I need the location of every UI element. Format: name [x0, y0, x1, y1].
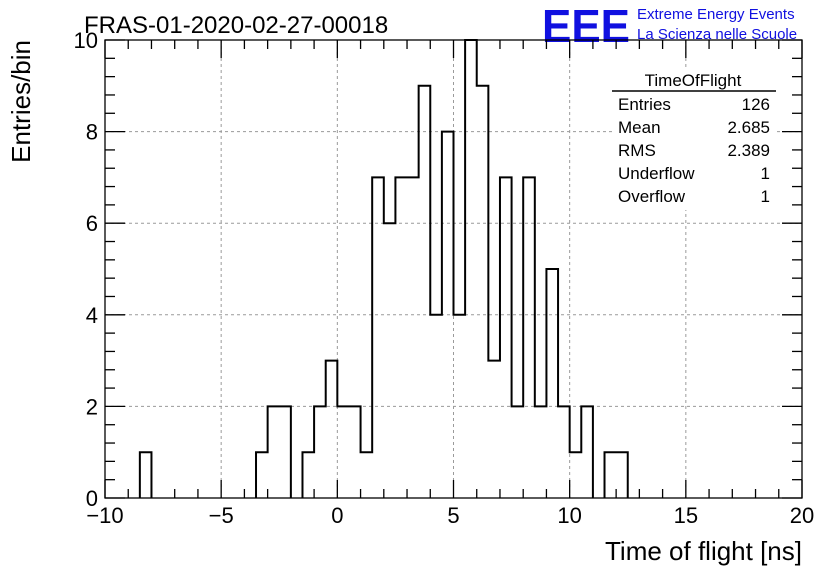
histogram-bin: [395, 177, 407, 498]
stats-value: 2.685: [727, 118, 770, 137]
histogram-bin: [523, 177, 535, 498]
histogram-bin: [349, 406, 361, 498]
y-tick-label: 4: [86, 303, 98, 328]
axis-ticks: [104, 39, 803, 499]
histogram-bin: [314, 406, 326, 498]
stats-label: Underflow: [618, 164, 695, 183]
histogram-bin: [256, 452, 268, 498]
stats-value: 1: [761, 164, 770, 183]
histogram-bin: [488, 361, 500, 498]
histogram-bin: [616, 452, 628, 498]
logo-mark: EEE: [542, 0, 630, 52]
y-axis-label: Entries/bin: [6, 40, 36, 163]
histogram-bin: [477, 86, 489, 498]
histogram-bin: [407, 177, 419, 498]
stats-value: 2.389: [727, 141, 770, 160]
stats-label: Entries: [618, 95, 671, 114]
chart-title: FRAS-01-2020-02-27-00018: [84, 12, 388, 39]
histogram-bin: [302, 452, 314, 498]
histogram-bin: [442, 132, 454, 498]
histogram-bin: [337, 406, 349, 498]
histogram-bin: [546, 269, 558, 498]
histogram-bin: [512, 406, 524, 498]
y-tick-label: 0: [86, 486, 98, 511]
histogram-bin: [326, 361, 338, 498]
histogram-bin: [279, 406, 291, 498]
x-tick-label: 20: [790, 503, 814, 528]
histogram-bin: [570, 452, 582, 498]
histogram-outline: [138, 39, 629, 498]
histogram-series: [138, 39, 629, 498]
x-tick-labels: −10 −5 0 5 10 15 20: [86, 503, 814, 528]
histogram-bin: [140, 452, 152, 498]
x-tick-label: −5: [209, 503, 234, 528]
stats-value: 1: [761, 187, 770, 206]
histogram-bin: [535, 406, 547, 498]
y-tick-label: 6: [86, 211, 98, 236]
x-tick-label: 15: [674, 503, 698, 528]
histogram-bin: [361, 452, 373, 498]
y-tick-labels: 0 2 4 6 8 10: [74, 28, 98, 511]
x-tick-label: 0: [331, 503, 343, 528]
histogram-bin: [268, 406, 280, 498]
logo-line1: Extreme Energy Events: [637, 6, 795, 23]
x-axis-label: Time of flight [ns]: [605, 536, 802, 566]
stats-label: RMS: [618, 141, 656, 160]
histogram-bin: [465, 40, 477, 498]
stats-box: TimeOfFlight Entries 126 Mean 2.685 RMS 2.389…: [612, 68, 776, 210]
histogram-bin: [454, 315, 466, 498]
y-tick-label: 8: [86, 120, 98, 145]
histogram-bin: [581, 406, 593, 498]
histogram-bin: [384, 223, 396, 498]
stats-value: 126: [742, 95, 770, 114]
y-tick-label: 10: [74, 28, 98, 53]
stats-label: Mean: [618, 118, 661, 137]
histogram-bin: [500, 177, 512, 498]
histogram-bin: [419, 86, 431, 498]
histogram-bin: [372, 177, 384, 498]
eee-logo: EEE Extreme Energy Events La Scienza nel…: [542, 0, 797, 52]
histogram-bin: [605, 452, 617, 498]
x-tick-label: −10: [86, 503, 123, 528]
histogram-bin: [558, 406, 570, 498]
y-tick-label: 2: [86, 394, 98, 419]
stats-title: TimeOfFlight: [645, 71, 742, 90]
x-tick-label: 5: [447, 503, 459, 528]
logo-line2: La Scienza nelle Scuole: [637, 26, 797, 43]
histogram-bin: [430, 315, 442, 498]
stats-label: Overflow: [618, 187, 686, 206]
x-tick-label: 10: [557, 503, 581, 528]
